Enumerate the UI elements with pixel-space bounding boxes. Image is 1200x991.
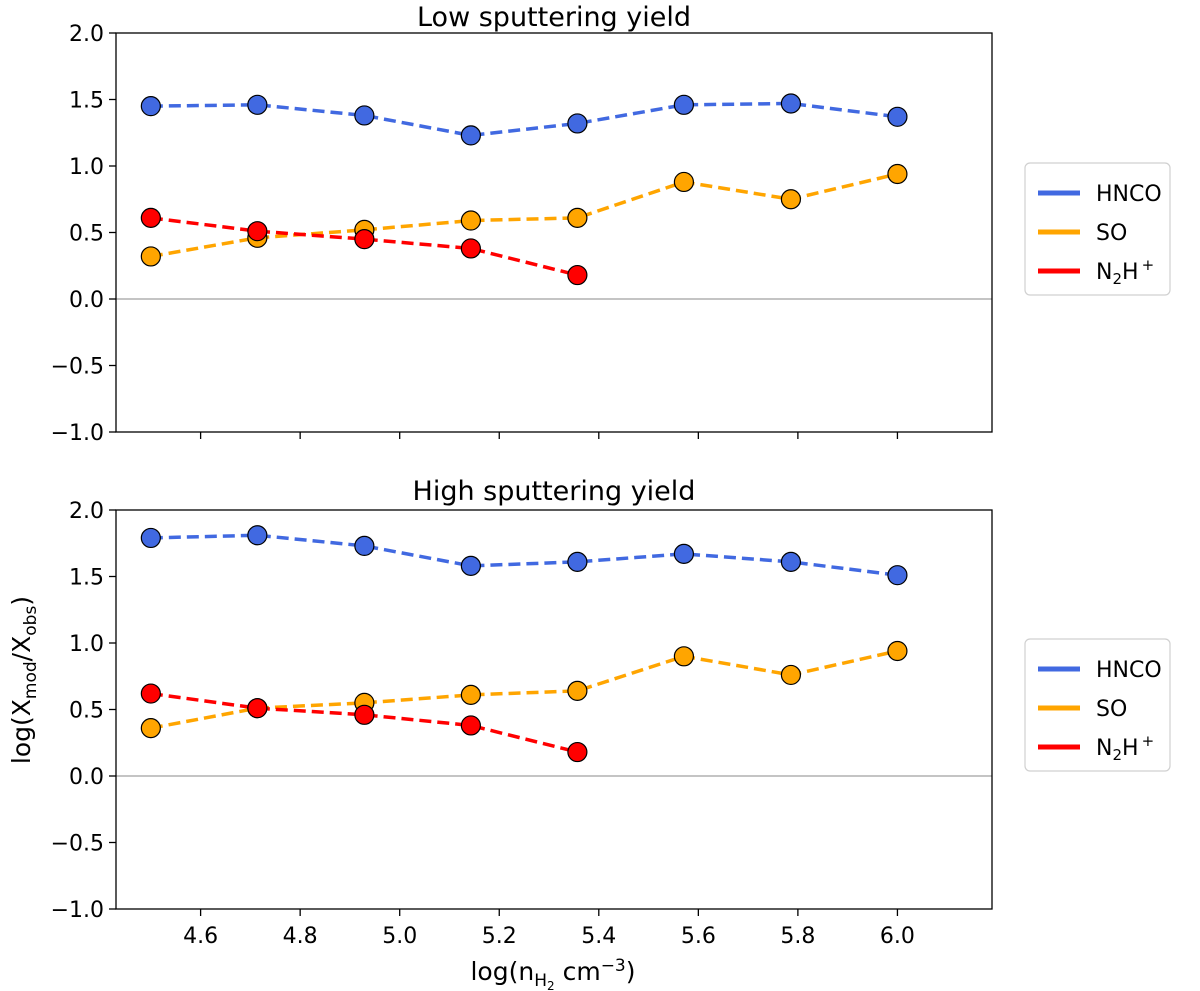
y-tick-label: −0.5: [51, 355, 104, 380]
legend-label-so: SO: [1096, 221, 1127, 246]
x-tick-label: 5.4: [581, 924, 616, 949]
x-tick-label: 4.6: [183, 924, 218, 949]
panel-high-sputtering: High sputtering yield −1.0 −0.5 0.0 0.5 1.0 1.…: [51, 476, 1171, 949]
x-axis-label: log(nH2 cm−3): [470, 956, 635, 991]
data-point-hnco: [247, 94, 268, 115]
legend: HNCO SO N2H +: [1024, 638, 1171, 772]
data-point-hnco: [887, 106, 908, 127]
data-point-n-h: [247, 698, 268, 719]
y-tick-label: −0.5: [51, 832, 104, 857]
legend-label-so: SO: [1096, 697, 1127, 722]
panel-low-sputtering: Low sputtering yield −1.0 −0.5 0.0 0.5 1.0 1.5…: [51, 2, 1171, 446]
data-point-n-h: [567, 264, 588, 286]
data-point-hnco: [460, 125, 481, 146]
data-point-hnco: [460, 555, 481, 576]
y-tick-label: 0.5: [69, 699, 104, 724]
y-tick-label: 0.0: [69, 765, 104, 790]
y-tick-label: −1.0: [51, 421, 104, 446]
data-point-hnco: [780, 93, 802, 114]
data-point-so: [140, 246, 161, 267]
legend-box: [1024, 162, 1171, 296]
data-point-so: [140, 718, 161, 739]
chart-title: Low sputtering yield: [417, 2, 691, 33]
x-tick-label: 5.8: [780, 924, 815, 949]
legend-label-n-h: N2H +: [1096, 732, 1154, 764]
data-point-n-h: [567, 741, 588, 763]
legend-box: [1024, 638, 1171, 772]
y-tick-label: 0.5: [69, 222, 104, 247]
y-tick-label: 1.0: [69, 632, 104, 657]
data-point-n-h: [354, 229, 375, 250]
data-point-n-h: [460, 238, 481, 259]
y-tick-label: 1.5: [69, 89, 104, 114]
x-tick-label: 5.2: [482, 924, 517, 949]
y-tick-label: −1.0: [51, 898, 104, 923]
data-point-so: [673, 171, 695, 193]
data-point-so: [673, 646, 695, 667]
data-point-hnco: [247, 525, 268, 546]
y-axis-label: log(Xmod/Xobs): [7, 596, 41, 764]
y-tick-label: 1.0: [69, 155, 104, 180]
data-point-so: [567, 680, 588, 701]
data-point-n-h: [247, 221, 268, 242]
data-point-hnco: [354, 535, 375, 557]
x-tick-label: 5.6: [681, 924, 716, 949]
data-point-hnco: [887, 565, 908, 586]
x-tick-label: 5.0: [382, 924, 417, 949]
chart-title: High sputtering yield: [413, 476, 696, 507]
data-point-so: [567, 207, 588, 228]
data-point-hnco: [354, 105, 375, 126]
data-point-so: [460, 684, 481, 705]
legend-label-n-h: N2H +: [1096, 256, 1154, 288]
x-tick-label: 6.0: [880, 924, 915, 949]
data-point-n-h: [140, 683, 161, 704]
series-line-so: [150, 649, 898, 730]
data-point-hnco: [140, 527, 161, 549]
data-point-hnco: [140, 96, 161, 117]
legend-label-hnco: HNCO: [1096, 182, 1162, 207]
legend-label-hnco: HNCO: [1096, 658, 1162, 683]
data-point-so: [780, 189, 802, 210]
x-tick-label: 4.8: [283, 924, 318, 949]
y-tick-label: 2.0: [69, 499, 104, 524]
data-point-so: [460, 210, 481, 231]
data-point-so: [780, 664, 802, 686]
series-line-so: [150, 172, 898, 259]
data-point-hnco: [567, 551, 588, 572]
plot-frame: [115, 32, 993, 433]
y-tick-label: 0.0: [69, 288, 104, 313]
data-point-hnco: [780, 551, 802, 572]
data-point-n-h: [140, 207, 161, 228]
data-point-n-h: [460, 715, 481, 736]
data-point-hnco: [673, 543, 695, 564]
data-point-n-h: [354, 704, 375, 725]
data-point-hnco: [673, 94, 695, 115]
y-tick-label: 2.0: [69, 22, 104, 47]
data-point-hnco: [567, 113, 588, 134]
plot-frame: [115, 509, 993, 910]
y-tick-label: 1.5: [69, 566, 104, 591]
data-point-so: [887, 163, 908, 185]
legend: HNCO SO N2H +: [1024, 162, 1171, 296]
data-point-so: [887, 640, 908, 662]
